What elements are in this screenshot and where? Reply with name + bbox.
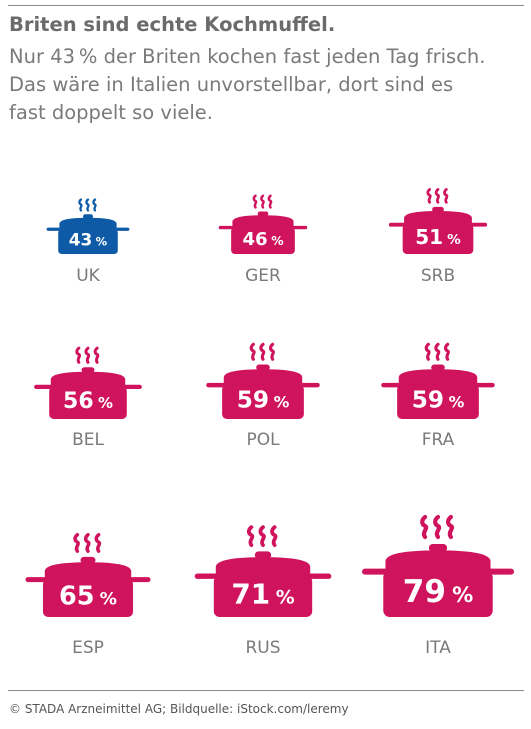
pot-lid-ita: [385, 550, 491, 571]
steam-wave-pol-1: [249, 342, 256, 361]
pot-chart: 43 % UK 46 % GER 51 % SRB 56 % BEL 59 % POL 59 % FR…: [25, 188, 514, 658]
steam-wave-ita-1: [420, 514, 429, 540]
category-label-pol: POL: [246, 430, 280, 450]
steam-wave-uk-1: [78, 198, 83, 212]
steam-wave-uk-3: [92, 198, 97, 212]
lid-knob-uk: [83, 214, 93, 219]
steam-wave-pol-2: [259, 342, 266, 361]
steam-wave-srb-3: [443, 188, 449, 204]
steam-wave-fra-2: [434, 342, 441, 361]
lid-knob-pol: [256, 364, 270, 371]
steam-wave-srb-2: [434, 188, 441, 204]
category-label-esp: ESP: [72, 638, 104, 658]
pot-body-rus: [213, 575, 313, 617]
lid-knob-srb: [432, 206, 444, 213]
steam-wave-esp-3: [94, 532, 102, 553]
pot-ger: 46 %: [218, 194, 308, 254]
pot-lid-uk: [59, 217, 117, 229]
pot-esp: 65 %: [25, 532, 151, 617]
steam-wave-esp-1: [73, 532, 80, 553]
category-label-fra: FRA: [422, 430, 455, 450]
value-label-bel: 56 %: [63, 389, 113, 414]
lid-knob-ita: [428, 544, 448, 552]
pot-bel: 56 %: [34, 346, 142, 419]
steam-wave-srb-1: [426, 188, 432, 204]
lid-knob-rus: [254, 551, 272, 559]
value-label-uk: 43 %: [69, 230, 108, 250]
subtitle-line-1: Nur 43 % der Briten kochen fast jeden Ta…: [9, 45, 486, 68]
steam-wave-uk-2: [85, 198, 90, 212]
pot-body-ita: [383, 571, 493, 617]
bottom-rule: [8, 690, 524, 691]
pot-lid-srb: [404, 211, 472, 224]
category-label-ita: ITA: [425, 638, 451, 658]
pot-body-esp: [42, 579, 134, 617]
steam-wave-bel-1: [75, 346, 82, 364]
category-label-rus: RUS: [245, 638, 280, 658]
pot-lid-fra: [398, 369, 478, 385]
pot-lid-pol: [223, 369, 303, 385]
steam-wave-ita-3: [445, 514, 455, 540]
subtitle-line-2: Das wäre in Italien unvorstellbar, dort …: [9, 73, 454, 96]
steam-wave-ger-3: [267, 194, 273, 209]
top-rule: [8, 5, 524, 6]
image-credit: © STADA Arzneimittel AG; Bildquelle: iSt…: [9, 702, 349, 716]
steam-wave-ger-1: [252, 194, 258, 209]
subtitle-line-3: fast doppelt so viele.: [9, 101, 213, 124]
pot-lid-ger: [232, 215, 294, 227]
pot-body-ger: [231, 227, 295, 254]
pot-body-uk: [58, 228, 118, 254]
category-label-uk: UK: [76, 266, 100, 286]
chart-title: Briten sind echte Kochmuffel.: [9, 13, 336, 36]
pot-body-fra: [397, 384, 479, 419]
lid-knob-esp: [80, 556, 96, 564]
steam-wave-ita-2: [433, 514, 442, 540]
pot-fra: 59 %: [381, 342, 495, 419]
pot-uk: 43 %: [46, 198, 130, 254]
steam-wave-fra-3: [443, 342, 451, 361]
steam-wave-rus-3: [270, 525, 278, 547]
steam-wave-rus-1: [246, 525, 255, 547]
steam-wave-pol-3: [268, 342, 276, 361]
category-label-srb: SRB: [421, 266, 455, 286]
steam-wave-rus-2: [258, 525, 266, 547]
steam-wave-bel-2: [84, 346, 91, 364]
steam-wave-fra-1: [424, 342, 431, 361]
pot-ita: 79 %: [362, 514, 514, 617]
pot-body-srb: [402, 224, 474, 254]
pot-body-pol: [222, 384, 304, 419]
value-label-ger: 46 %: [242, 229, 283, 250]
steam-wave-bel-3: [93, 346, 100, 364]
pot-rus: 71 %: [194, 525, 332, 617]
steam-wave-ger-2: [260, 194, 265, 209]
pot-srb: 51 %: [388, 188, 488, 254]
pot-lid-esp: [44, 562, 132, 579]
category-label-bel: BEL: [72, 430, 104, 450]
lid-knob-ger: [257, 211, 269, 217]
pot-body-bel: [49, 386, 127, 419]
steam-wave-esp-2: [83, 532, 91, 553]
pot-lid-rus: [215, 557, 311, 576]
pot-pol: 59 %: [206, 342, 320, 419]
lid-knob-bel: [81, 367, 95, 373]
lid-knob-fra: [431, 364, 445, 371]
category-label-ger: GER: [245, 266, 281, 286]
pot-lid-bel: [50, 371, 126, 386]
value-label-pol: 59 %: [237, 387, 290, 414]
